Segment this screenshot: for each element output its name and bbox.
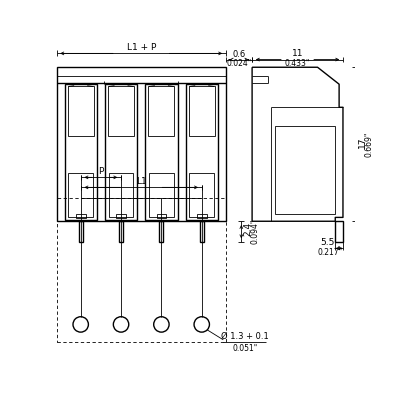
Bar bbox=[189, 86, 215, 136]
Bar bbox=[56, 198, 226, 342]
Text: 5.5: 5.5 bbox=[320, 238, 335, 246]
Bar bbox=[76, 214, 86, 218]
Bar bbox=[56, 67, 226, 221]
Bar bbox=[105, 84, 137, 220]
Text: L1 + P: L1 + P bbox=[126, 43, 156, 52]
Text: P: P bbox=[98, 167, 103, 176]
Bar bbox=[156, 214, 166, 218]
Text: Ø 1.3 + 0.1: Ø 1.3 + 0.1 bbox=[221, 332, 269, 340]
Bar bbox=[79, 221, 83, 242]
Bar bbox=[116, 214, 126, 218]
Bar bbox=[68, 86, 94, 136]
Text: 0.024": 0.024" bbox=[226, 59, 252, 68]
Bar bbox=[160, 221, 163, 242]
Text: 2.4: 2.4 bbox=[244, 222, 253, 236]
Bar bbox=[149, 173, 174, 217]
Text: 11: 11 bbox=[292, 49, 303, 58]
Bar bbox=[200, 221, 204, 242]
Bar bbox=[108, 86, 134, 136]
Bar bbox=[275, 126, 335, 214]
Bar bbox=[145, 84, 178, 220]
Text: 0.094": 0.094" bbox=[251, 219, 260, 244]
Bar bbox=[109, 173, 134, 217]
Bar bbox=[190, 173, 214, 217]
Bar bbox=[148, 86, 175, 136]
Bar bbox=[186, 84, 218, 220]
Text: 0.669": 0.669" bbox=[365, 132, 374, 157]
Bar bbox=[68, 173, 93, 217]
Bar bbox=[197, 214, 207, 218]
Text: 0.6: 0.6 bbox=[232, 50, 246, 59]
Text: 0.217": 0.217" bbox=[317, 248, 342, 257]
Text: 0.433": 0.433" bbox=[285, 59, 310, 68]
Bar bbox=[64, 84, 97, 220]
Text: 0.051": 0.051" bbox=[232, 344, 258, 353]
Bar bbox=[119, 221, 123, 242]
Bar bbox=[335, 221, 343, 242]
Text: L1: L1 bbox=[136, 177, 147, 186]
Text: 17: 17 bbox=[358, 136, 367, 148]
